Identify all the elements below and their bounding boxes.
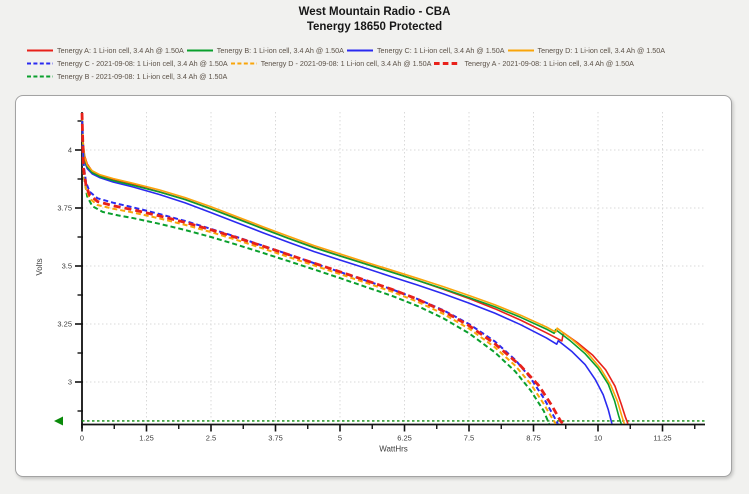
svg-text:8.75: 8.75	[526, 434, 541, 443]
chart-header: West Mountain Radio - CBA Tenergy 18650 …	[0, 5, 749, 35]
legend-item-tenergy-c: Tenergy C: 1 Li-ion cell, 3.4 Ah @ 1.50A	[346, 45, 505, 56]
svg-text:6.25: 6.25	[397, 434, 412, 443]
legend-swatch-line-icon	[346, 49, 373, 52]
svg-text:3.5: 3.5	[62, 262, 72, 271]
legend-item-label: Tenergy A - 2021-09-08: 1 Li-ion cell, 3…	[464, 59, 634, 68]
svg-text:11.25: 11.25	[653, 434, 671, 443]
legend-item-tenergy-a-2021-09-08: Tenergy A - 2021-09-08: 1 Li-ion cell, 3…	[434, 58, 634, 69]
legend-item-tenergy-c-2021-09-08: Tenergy C - 2021-09-08: 1 Li-ion cell, 3…	[27, 58, 228, 69]
svg-text:WattHrs: WattHrs	[379, 445, 408, 454]
legend: Tenergy A: 1 Li-ion cell, 3.4 Ah @ 1.50A…	[27, 45, 745, 82]
svg-text:1.25: 1.25	[139, 434, 154, 443]
legend-item-label: Tenergy D - 2021-09-08: 1 Li-ion cell, 3…	[260, 59, 432, 68]
legend-swatch-line-icon	[27, 62, 53, 65]
legend-swatch-line-icon	[186, 49, 213, 52]
legend-swatch-line-icon	[27, 49, 53, 52]
legend-item-label: Tenergy B: 1 Li-ion cell, 3.4 Ah @ 1.50A	[216, 46, 344, 55]
legend-item-tenergy-b-2021-09-08: Tenergy B - 2021-09-08: 1 Li-ion cell, 3…	[27, 71, 227, 82]
legend-item-label: Tenergy B - 2021-09-08: 1 Li-ion cell, 3…	[57, 72, 228, 81]
legend-item-label: Tenergy C: 1 Li-ion cell, 3.4 Ah @ 1.50A	[376, 46, 505, 55]
legend-item-label: Tenergy D: 1 Li-ion cell, 3.4 Ah @ 1.50A	[537, 46, 666, 55]
svg-text:3.25: 3.25	[57, 320, 72, 329]
svg-text:2.5: 2.5	[206, 434, 216, 443]
svg-text:7.5: 7.5	[464, 434, 474, 443]
app-title: West Mountain Radio - CBA	[298, 6, 451, 18]
legend-item-tenergy-a: Tenergy A: 1 Li-ion cell, 3.4 Ah @ 1.50A	[27, 45, 184, 56]
svg-text:10: 10	[594, 434, 602, 443]
legend-swatch-line-icon	[507, 49, 534, 52]
legend-swatch-line-icon	[434, 62, 461, 65]
svg-text:5: 5	[338, 434, 342, 443]
legend-swatch-line-icon	[230, 62, 257, 65]
svg-text:0: 0	[80, 434, 84, 443]
test-title: Tenergy 18650 Protected	[306, 21, 443, 33]
svg-text:3: 3	[68, 378, 72, 387]
svg-text:3.75: 3.75	[268, 434, 283, 443]
legend-item-tenergy-d: Tenergy D: 1 Li-ion cell, 3.4 Ah @ 1.50A	[507, 45, 666, 56]
chart-panel: 4 3.75 3.5 3.25 3 0 1.25 2.5 3.75 5 6.25 7.5 8.75 10 1…	[15, 95, 732, 477]
svg-text:Volts: Volts	[35, 258, 44, 275]
discharge-chart: 4 3.75 3.5 3.25 3 0 1.25 2.5 3.75 5 6.25 7.5 8.75 10 1…	[35, 112, 705, 454]
svg-text:3.75: 3.75	[57, 204, 72, 213]
legend-item-label: Tenergy C - 2021-09-08: 1 Li-ion cell, 3…	[57, 59, 228, 68]
svg-text:4: 4	[68, 146, 72, 155]
legend-item-tenergy-b: Tenergy B: 1 Li-ion cell, 3.4 Ah @ 1.50A	[186, 45, 344, 56]
legend-swatch-line-icon	[27, 75, 53, 78]
legend-item-tenergy-d-2021-09-08: Tenergy D - 2021-09-08: 1 Li-ion cell, 3…	[230, 58, 432, 69]
legend-item-label: Tenergy A: 1 Li-ion cell, 3.4 Ah @ 1.50A	[57, 46, 184, 55]
